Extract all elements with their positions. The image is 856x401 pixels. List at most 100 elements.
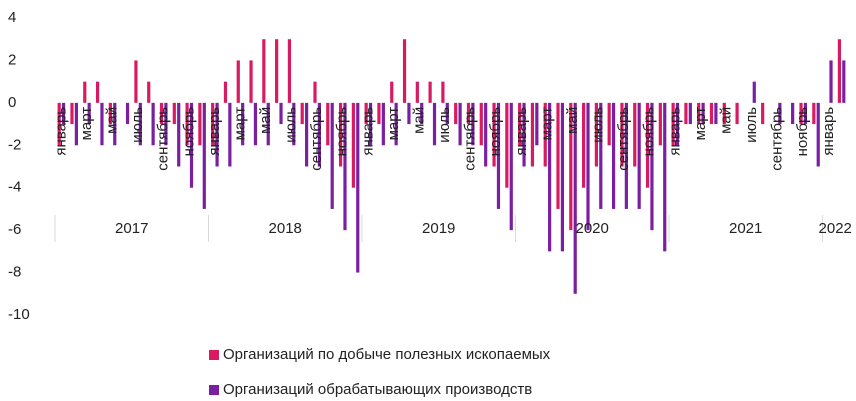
y-tick-label: 0 — [8, 94, 16, 111]
bar — [61, 102, 66, 125]
x-tick-label: июль — [436, 107, 453, 143]
bar — [266, 102, 270, 146]
y-tick-label: 4 — [8, 9, 16, 26]
bar — [364, 102, 368, 125]
bar — [799, 102, 803, 125]
group-label: 2020 — [576, 220, 609, 237]
legend-label: Организаций обрабатывающих производств — [223, 381, 532, 398]
x-tick-label: июль — [743, 107, 760, 143]
bar — [83, 81, 87, 103]
bar — [466, 102, 471, 125]
bar — [159, 102, 164, 125]
x-tick-label: май — [717, 107, 734, 134]
bar — [496, 102, 501, 209]
bar — [471, 102, 475, 146]
x-tick-label: сентябрь — [462, 107, 479, 171]
x-tick-label: март — [538, 107, 555, 141]
bar — [407, 102, 411, 125]
bar — [530, 102, 535, 167]
bar — [134, 60, 138, 103]
bar — [812, 102, 816, 125]
x-tick-label: ноябрь — [794, 107, 811, 157]
bar — [543, 102, 547, 167]
group-label: 2019 — [422, 220, 455, 237]
y-tick-label: -8 — [8, 264, 21, 281]
bar — [394, 102, 398, 146]
bar — [556, 102, 560, 209]
legend-swatch — [209, 350, 219, 360]
bar — [211, 102, 215, 146]
bar — [343, 102, 347, 231]
x-tick-label: сентябрь — [615, 107, 632, 171]
x-tick-label: март — [231, 107, 248, 141]
bar — [172, 102, 176, 125]
x-tick-label: сентябрь — [155, 107, 172, 171]
bar — [594, 102, 598, 167]
bar — [548, 102, 552, 252]
bar — [663, 102, 667, 252]
bar — [100, 102, 104, 146]
bar — [313, 81, 317, 103]
bar — [428, 81, 432, 103]
x-tick-label: январь — [666, 107, 683, 156]
bar — [714, 102, 718, 125]
bar — [484, 102, 488, 167]
bar — [837, 39, 842, 103]
bar — [292, 102, 296, 146]
bar — [492, 102, 496, 167]
bar — [241, 102, 245, 146]
bar — [522, 102, 526, 167]
x-tick-label: январь — [359, 107, 376, 156]
x-tick-label: январь — [52, 107, 69, 156]
bar — [791, 102, 795, 125]
bar — [441, 81, 445, 103]
bar — [330, 102, 334, 209]
bar — [454, 102, 458, 125]
x-tick-label: июль — [129, 107, 146, 143]
bar — [351, 102, 355, 188]
x-tick-label: сентябрь — [769, 107, 786, 171]
bar — [70, 102, 74, 125]
bar — [198, 102, 202, 146]
bar — [688, 102, 692, 125]
bar — [752, 81, 756, 103]
y-tick-label: 2 — [8, 51, 16, 68]
y-tick-label: -6 — [8, 221, 21, 238]
bar — [505, 102, 509, 188]
bar — [356, 102, 360, 273]
bar — [262, 39, 266, 103]
bar — [305, 102, 309, 167]
bar — [633, 102, 637, 167]
bar — [735, 102, 739, 125]
bar — [368, 102, 373, 146]
bar — [415, 81, 419, 103]
y-tick-label: -2 — [8, 136, 21, 153]
bar — [377, 102, 381, 125]
bar — [637, 102, 641, 209]
bar — [624, 102, 628, 209]
bar — [113, 102, 117, 146]
bar — [236, 60, 240, 103]
bar — [709, 102, 714, 125]
bar — [95, 81, 100, 103]
bar — [420, 102, 424, 125]
bar — [803, 102, 808, 125]
x-tick-label: январь — [206, 107, 223, 156]
legend-swatch — [209, 385, 219, 395]
group-label: 2022 — [819, 220, 852, 237]
bar — [108, 102, 112, 125]
bar — [658, 102, 662, 146]
x-tick-label: ноябрь — [334, 107, 351, 157]
bar — [151, 102, 155, 146]
bar — [74, 102, 78, 146]
x-tick-label: ноябрь — [641, 107, 658, 157]
bar — [671, 102, 675, 146]
bar — [432, 102, 437, 146]
bar — [445, 102, 449, 125]
bar — [185, 102, 189, 146]
bar — [518, 102, 522, 146]
bar — [300, 102, 304, 125]
bar — [761, 102, 765, 125]
bar — [279, 102, 283, 125]
